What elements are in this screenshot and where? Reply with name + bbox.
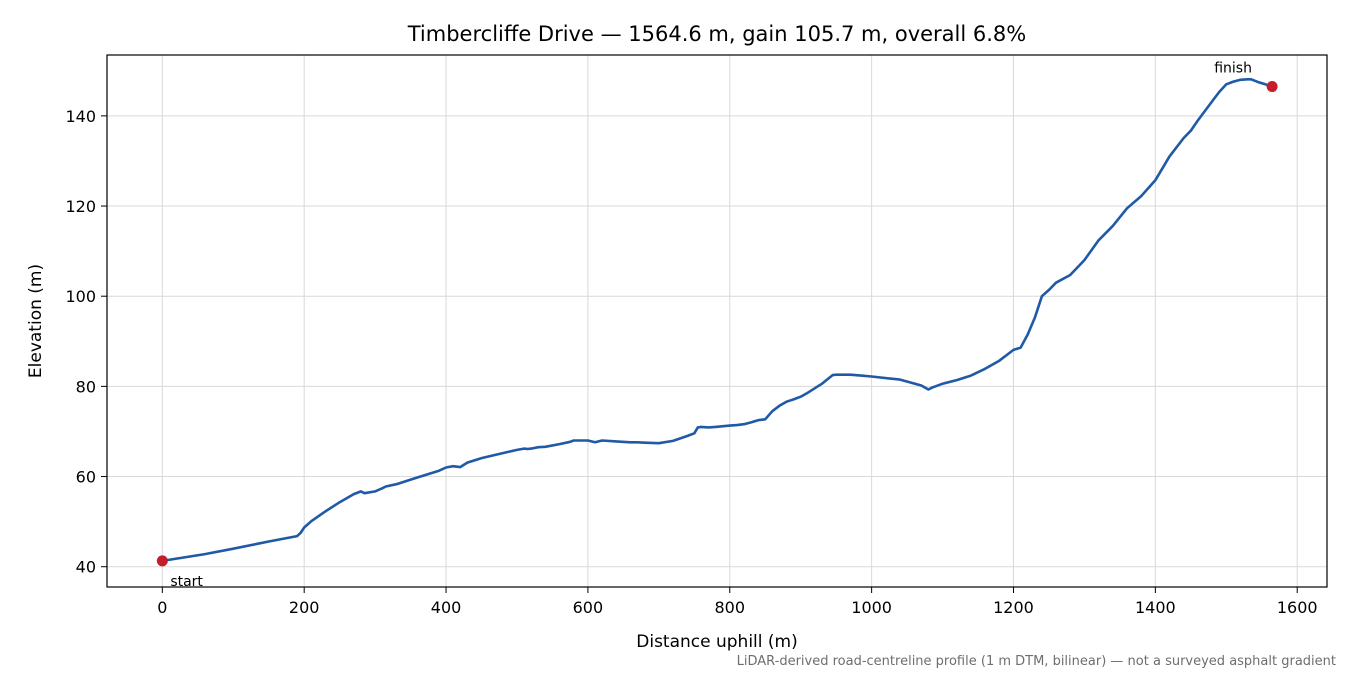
x-tick-label: 1400 <box>1135 598 1176 617</box>
finish-marker <box>1266 81 1278 93</box>
grid-lines <box>107 55 1327 587</box>
x-tick-label: 200 <box>289 598 320 617</box>
y-tick-label: 100 <box>65 287 96 306</box>
x-tick-label: 600 <box>573 598 604 617</box>
x-axis-label: Distance uphill (m) <box>636 632 797 652</box>
chart-title: Timbercliffe Drive — 1564.6 m, gain 105.… <box>407 22 1027 46</box>
x-tick-label: 1200 <box>993 598 1034 617</box>
y-tick-label: 140 <box>65 107 96 126</box>
x-tick-label: 400 <box>431 598 462 617</box>
y-axis-ticks: 40 60 80 100 120 140 <box>65 107 107 577</box>
y-tick-label: 60 <box>76 468 96 487</box>
elevation-series-line <box>162 78 1273 563</box>
x-tick-label: 1000 <box>851 598 892 617</box>
footnote: LiDAR-derived road-centreline profile (1… <box>737 654 1336 669</box>
plot-area-frame <box>106 54 1328 588</box>
x-tick-label: 1600 <box>1277 598 1318 617</box>
x-tick-label: 800 <box>714 598 745 617</box>
y-tick-label: 80 <box>76 377 96 396</box>
x-tick-label: 0 <box>157 598 167 617</box>
y-tick-label: 40 <box>76 558 96 577</box>
finish-annotation: finish <box>1214 61 1252 77</box>
start-marker <box>156 555 168 567</box>
x-axis-ticks: 0 200 400 600 800 1000 1200 1400 1600 <box>157 587 1318 617</box>
y-tick-label: 120 <box>65 197 96 216</box>
start-annotation: start <box>170 574 203 590</box>
y-axis-label: Elevation (m) <box>26 264 46 378</box>
